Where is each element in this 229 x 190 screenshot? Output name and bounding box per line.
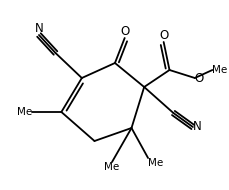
Text: O: O (158, 29, 168, 42)
Text: N: N (34, 22, 43, 35)
Text: Me: Me (17, 107, 32, 117)
Text: Me: Me (104, 162, 119, 172)
Text: O: O (120, 25, 129, 38)
Text: O: O (194, 71, 203, 85)
Text: Me: Me (211, 65, 227, 75)
Text: Me: Me (147, 158, 163, 168)
Text: N: N (192, 120, 201, 134)
